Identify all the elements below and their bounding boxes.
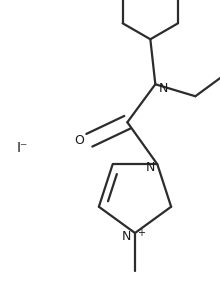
Text: N: N [146, 161, 155, 174]
Text: +: + [137, 228, 145, 238]
Text: N: N [122, 229, 131, 242]
Text: I⁻: I⁻ [16, 141, 28, 155]
Text: N: N [158, 82, 168, 95]
Text: O: O [74, 134, 84, 147]
